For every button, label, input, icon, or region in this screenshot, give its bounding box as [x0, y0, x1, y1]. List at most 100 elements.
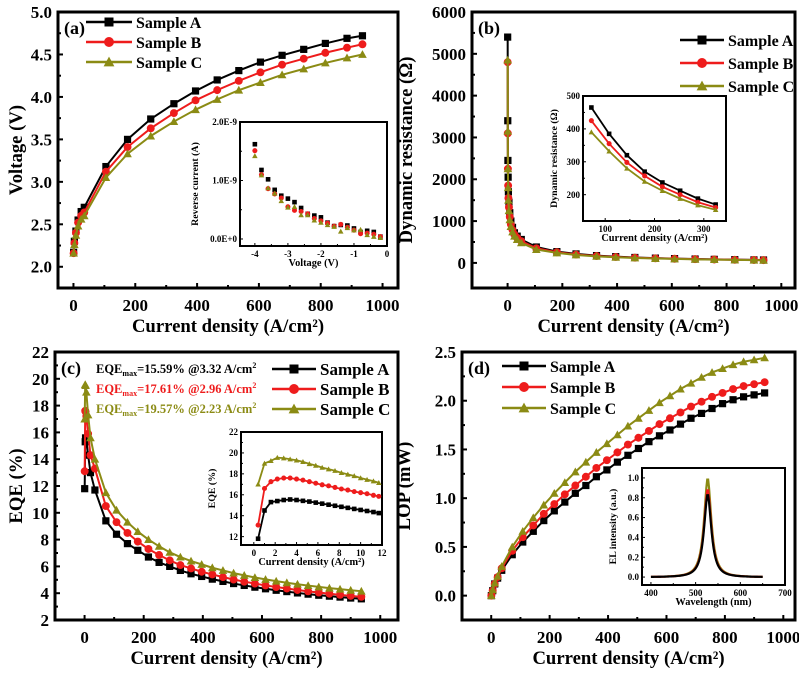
- data-point: [358, 32, 367, 40]
- inset-d: 400 500 600 700 0.0 0.2 0.4 0.6 0.8 1.0 Wavelength…: [608, 467, 792, 608]
- x-tick-label: 0: [487, 628, 496, 647]
- data-point: [695, 196, 701, 201]
- data-point: [112, 518, 121, 527]
- data-point: [252, 141, 258, 147]
- data-point: [606, 148, 612, 154]
- data-point: [198, 572, 206, 581]
- data-point: [749, 255, 759, 264]
- y-tick-label: 4.5: [31, 45, 52, 64]
- y-tick-label: 6: [41, 557, 50, 576]
- legend-label: Sample A: [136, 15, 202, 32]
- annotation-sup: 2: [252, 361, 256, 370]
- data-point: [709, 255, 719, 264]
- data-point: [357, 586, 366, 595]
- data-point: [728, 360, 738, 369]
- data-point: [212, 95, 222, 103]
- legend-label: Sample B: [550, 380, 616, 397]
- data-point: [282, 584, 291, 593]
- y-tick-label: 6000: [432, 3, 466, 22]
- series-group: [69, 32, 367, 258]
- data-point: [218, 566, 228, 574]
- legend-entry: Sample A: [502, 359, 616, 376]
- data-point: [299, 54, 308, 63]
- data-point: [750, 391, 758, 399]
- data-point: [487, 591, 496, 600]
- data-point: [169, 109, 178, 118]
- y-tick-label: 3.5: [31, 130, 52, 149]
- data-point: [304, 212, 311, 218]
- annotation-prefix: EQE: [96, 362, 122, 376]
- data-point: [287, 475, 293, 481]
- data-point: [606, 131, 612, 137]
- data-point: [358, 231, 364, 237]
- y-tick-label: 20: [32, 370, 49, 389]
- spectrum-sample-a: [650, 494, 763, 578]
- data-point: [70, 240, 79, 249]
- y-axis-label: Voltage (V): [6, 105, 27, 195]
- legend-marker: [103, 56, 115, 67]
- data-point: [252, 153, 258, 159]
- data-point: [624, 152, 630, 158]
- x-tick-label: 6: [316, 548, 321, 558]
- data-point: [313, 500, 319, 505]
- series-group: [255, 454, 382, 542]
- legend-label: Sample A: [728, 33, 794, 50]
- x-tick-label: -2: [317, 249, 325, 259]
- legend-entry: Sample A: [272, 360, 390, 379]
- legend-entry: Sample A: [680, 33, 794, 50]
- data-point: [319, 501, 325, 506]
- data-point: [697, 397, 706, 406]
- y-tick-label: 1.0: [435, 489, 456, 508]
- legend-entry: Sample C: [680, 79, 794, 96]
- x-tick-label: 0: [385, 249, 390, 259]
- series-sample-c: [487, 353, 769, 600]
- data-point: [606, 141, 612, 147]
- data-point: [358, 490, 364, 496]
- data-point: [560, 478, 570, 487]
- data-point: [346, 591, 355, 600]
- y-tick-label: 3000: [432, 128, 466, 147]
- x-tick-label: 0: [252, 548, 257, 558]
- data-point: [278, 195, 284, 201]
- data-point: [165, 548, 175, 556]
- data-point: [191, 87, 200, 95]
- data-point: [602, 456, 611, 465]
- y-tick-label: 10: [32, 504, 49, 523]
- data-point: [739, 357, 748, 366]
- data-point: [319, 464, 325, 470]
- data-point: [371, 509, 376, 515]
- data-point: [207, 563, 217, 572]
- data-point: [144, 535, 153, 544]
- data-point: [613, 430, 622, 439]
- x-tick-label: 0: [80, 628, 89, 647]
- x-tick-label: 0: [503, 296, 512, 315]
- data-point: [281, 497, 287, 503]
- data-point: [218, 573, 227, 582]
- data-point: [311, 217, 318, 223]
- x-tick-label: 200: [123, 296, 149, 315]
- data-point: [240, 577, 249, 586]
- x-tick-label: 4: [294, 548, 299, 558]
- data-point: [592, 464, 601, 472]
- data-point: [336, 590, 345, 599]
- data-point: [749, 355, 759, 364]
- data-point: [101, 173, 111, 182]
- data-point: [345, 505, 351, 511]
- data-point: [655, 420, 664, 429]
- data-point: [370, 478, 377, 484]
- data-point: [708, 404, 716, 413]
- data-point: [278, 51, 286, 59]
- data-point: [256, 58, 265, 66]
- data-point: [337, 228, 344, 234]
- data-point: [718, 388, 727, 397]
- annotation-text: =19.57% @2.23 A/cm: [137, 402, 253, 416]
- series-group: [487, 353, 769, 600]
- annotation-sub: max: [122, 389, 137, 398]
- data-point: [338, 221, 344, 227]
- data-point: [326, 502, 331, 508]
- data-point: [191, 96, 200, 105]
- data-point: [306, 461, 313, 467]
- data-point: [571, 467, 580, 476]
- data-point: [364, 476, 370, 482]
- series-sample-b: [588, 118, 719, 211]
